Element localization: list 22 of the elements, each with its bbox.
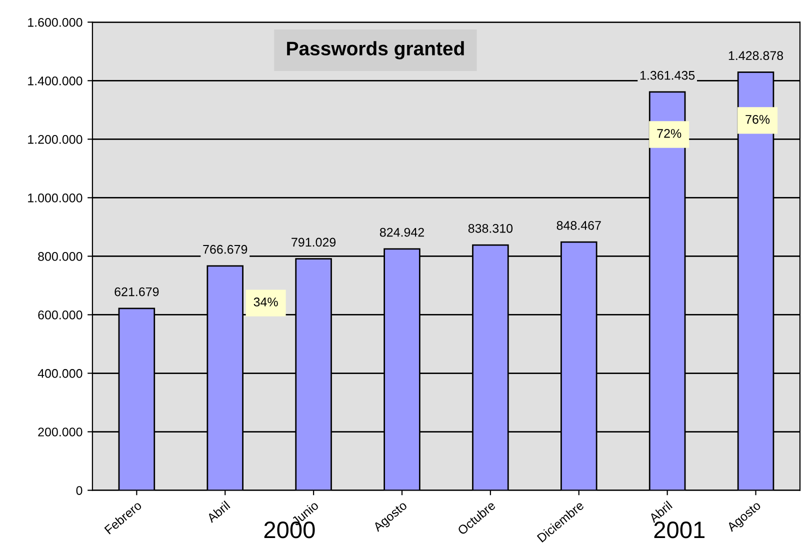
data-label: 838.310 [468, 224, 513, 233]
y-tick-label: 200.000 [38, 428, 82, 436]
data-label: 848.467 [556, 221, 601, 230]
y-tick-label: 1.200.000 [28, 134, 82, 144]
data-label: 791.029 [292, 238, 336, 247]
text: Passwords granted [287, 41, 464, 60]
annotation: 72% [657, 129, 682, 138]
y-tick-label: 0 [76, 486, 82, 495]
data-label: 1.361.435 [640, 70, 695, 80]
annotation: 34% [254, 298, 278, 306]
data-label: 621.679 [114, 287, 159, 296]
data-label: 824.942 [380, 228, 424, 237]
data-label: 766.679 [203, 244, 248, 254]
y-tick-label: 600.000 [38, 310, 82, 320]
annotation: 76% [746, 114, 770, 124]
data-label: 1.428.878 [728, 51, 784, 60]
y-tick-label: 400.000 [38, 369, 82, 378]
text: 2001 [654, 522, 704, 538]
y-tick-label: 800.000 [38, 252, 82, 261]
y-tick-label: 1.600.000 [28, 18, 82, 27]
y-tick-label: 1.000.000 [28, 194, 82, 202]
y-tick-label: 1.400.000 [28, 76, 82, 86]
